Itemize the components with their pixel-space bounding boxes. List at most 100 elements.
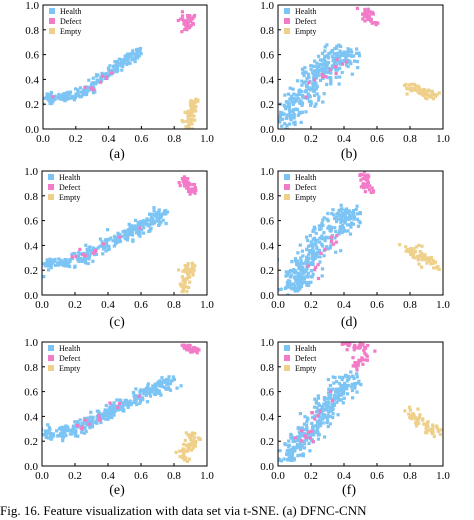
health-point bbox=[304, 258, 308, 262]
health-point bbox=[339, 249, 343, 253]
legend-swatch-empty bbox=[48, 194, 54, 200]
health-point bbox=[148, 388, 152, 392]
defect-point bbox=[186, 343, 190, 347]
health-point bbox=[309, 249, 313, 253]
x-tick-label: 0.4 bbox=[337, 470, 351, 482]
health-point bbox=[292, 282, 296, 286]
health-point bbox=[303, 432, 307, 436]
health-point bbox=[56, 433, 61, 437]
health-point bbox=[119, 398, 123, 402]
health-point bbox=[329, 77, 333, 81]
defect-point bbox=[323, 75, 327, 79]
health-point bbox=[76, 434, 80, 438]
empty-point bbox=[417, 416, 421, 420]
health-point bbox=[286, 280, 290, 284]
defect-point bbox=[75, 424, 79, 428]
defect-point bbox=[333, 65, 338, 69]
defect-point bbox=[192, 15, 196, 19]
health-point bbox=[323, 45, 327, 49]
health-point bbox=[311, 261, 315, 265]
health-point bbox=[113, 60, 117, 64]
health-point bbox=[313, 238, 317, 242]
empty-point bbox=[177, 268, 181, 272]
health-point bbox=[152, 219, 156, 223]
health-point bbox=[314, 102, 318, 106]
legend-swatch-empty bbox=[49, 28, 55, 34]
health-point bbox=[341, 218, 345, 222]
x-tick-label: 0.2 bbox=[68, 299, 82, 311]
health-point bbox=[347, 210, 351, 214]
health-point bbox=[300, 67, 305, 71]
health-point bbox=[345, 375, 349, 379]
health-point bbox=[106, 244, 110, 248]
health-point bbox=[95, 417, 99, 421]
health-point bbox=[322, 63, 326, 67]
health-point bbox=[355, 375, 359, 379]
empty-point bbox=[425, 421, 429, 425]
defect-point bbox=[183, 20, 187, 24]
health-point bbox=[109, 236, 113, 240]
empty-point bbox=[413, 249, 418, 254]
health-point bbox=[306, 75, 310, 79]
health-point bbox=[323, 415, 327, 419]
empty-point bbox=[188, 100, 193, 105]
empty-point bbox=[189, 120, 193, 124]
health-point bbox=[42, 433, 45, 437]
health-point bbox=[326, 425, 330, 429]
health-point bbox=[88, 245, 92, 249]
empty-point bbox=[184, 285, 188, 289]
health-point bbox=[62, 98, 66, 102]
health-point bbox=[357, 54, 362, 58]
health-point bbox=[130, 226, 134, 231]
empty-point bbox=[431, 424, 435, 429]
scatter-panel-b: 0.0 0.2 0.4 0.6 0.8 1.0 0.0 0.2 0.4 0.6 0.8 1.0 Heal… bbox=[260, 0, 450, 162]
health-point bbox=[152, 209, 156, 213]
health-point bbox=[300, 103, 304, 107]
defect-point bbox=[313, 417, 317, 421]
legend-swatch-defect bbox=[284, 18, 290, 24]
health-point bbox=[84, 243, 88, 247]
defect-point bbox=[299, 439, 303, 443]
empty-point bbox=[416, 407, 420, 411]
empty-point bbox=[189, 441, 193, 445]
health-point bbox=[85, 252, 89, 256]
defect-point bbox=[316, 263, 320, 267]
health-point bbox=[351, 211, 355, 215]
health-point bbox=[287, 448, 291, 453]
health-point bbox=[122, 233, 126, 237]
health-point bbox=[294, 93, 298, 97]
scatter-panel-f: 0.0 0.2 0.4 0.6 0.8 1.0 0.0 0.2 0.4 0.6 0.8 1.0 Heal… bbox=[260, 337, 450, 498]
y-tick-label: 0.4 bbox=[260, 74, 274, 86]
health-point bbox=[295, 97, 299, 101]
defect-point bbox=[364, 11, 368, 15]
empty-point bbox=[415, 424, 419, 428]
legend-swatch-defect bbox=[48, 184, 54, 190]
health-point bbox=[326, 66, 330, 70]
health-point bbox=[83, 259, 88, 263]
health-point bbox=[294, 259, 298, 263]
health-point bbox=[333, 376, 337, 380]
health-point bbox=[346, 383, 351, 388]
health-point bbox=[351, 222, 356, 226]
health-point bbox=[313, 414, 317, 418]
health-point bbox=[284, 100, 288, 104]
defect-point bbox=[365, 184, 369, 189]
health-point bbox=[300, 249, 304, 253]
health-point bbox=[324, 64, 328, 69]
health-point bbox=[338, 225, 342, 229]
health-point bbox=[325, 416, 329, 420]
health-point bbox=[343, 212, 347, 216]
legend-label-health: Health bbox=[295, 173, 316, 182]
health-point bbox=[70, 431, 74, 435]
legend-swatch-health bbox=[284, 8, 290, 14]
health-point bbox=[346, 377, 350, 381]
health-point bbox=[336, 395, 340, 399]
health-point bbox=[135, 224, 139, 228]
health-point bbox=[296, 443, 300, 447]
health-point bbox=[299, 284, 303, 288]
health-point bbox=[127, 400, 132, 404]
legend-label-defect: Defect bbox=[59, 354, 81, 363]
empty-point bbox=[416, 258, 420, 262]
health-point bbox=[311, 82, 315, 86]
x-tick-label: 0.6 bbox=[370, 470, 384, 482]
